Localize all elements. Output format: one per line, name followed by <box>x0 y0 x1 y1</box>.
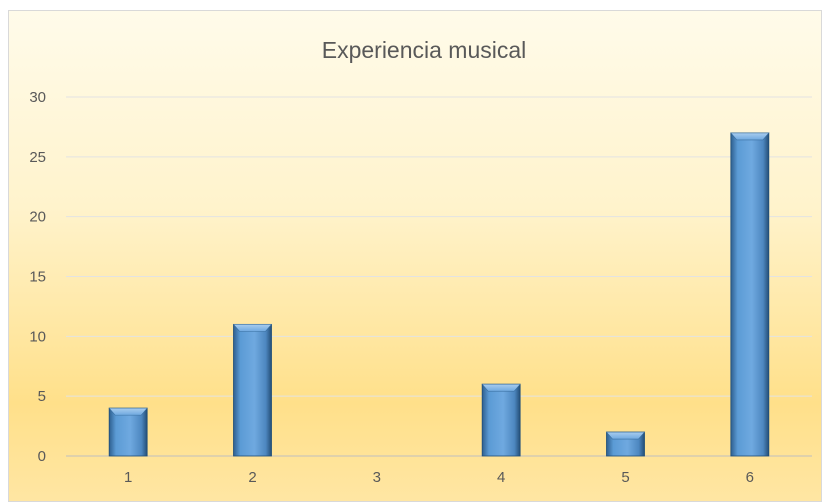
y-tick-label: 15 <box>29 269 46 286</box>
x-tick-label: 5 <box>621 469 629 486</box>
y-tick-label: 5 <box>38 388 46 405</box>
x-tick-label: 1 <box>124 469 132 486</box>
chart-title: Experiencia musical <box>322 37 527 63</box>
bar <box>232 323 273 457</box>
x-axis-ticks: 1 2 3 4 5 6 <box>124 469 754 486</box>
bar <box>481 383 521 457</box>
bars <box>108 132 770 457</box>
gridlines <box>66 96 812 457</box>
bar <box>605 431 646 457</box>
y-tick-label: 0 <box>38 448 46 465</box>
y-tick-label: 30 <box>29 89 46 106</box>
bar <box>730 132 770 457</box>
y-tick-label: 20 <box>29 209 46 226</box>
x-tick-label: 2 <box>248 469 256 486</box>
y-tick-label: 25 <box>29 149 46 166</box>
y-tick-label: 10 <box>29 328 46 345</box>
x-tick-label: 4 <box>497 469 505 486</box>
bar <box>108 407 148 457</box>
y-axis-ticks: 0 5 10 15 20 25 30 <box>29 89 46 465</box>
x-tick-label: 6 <box>746 469 754 486</box>
x-tick-label: 3 <box>373 469 381 486</box>
